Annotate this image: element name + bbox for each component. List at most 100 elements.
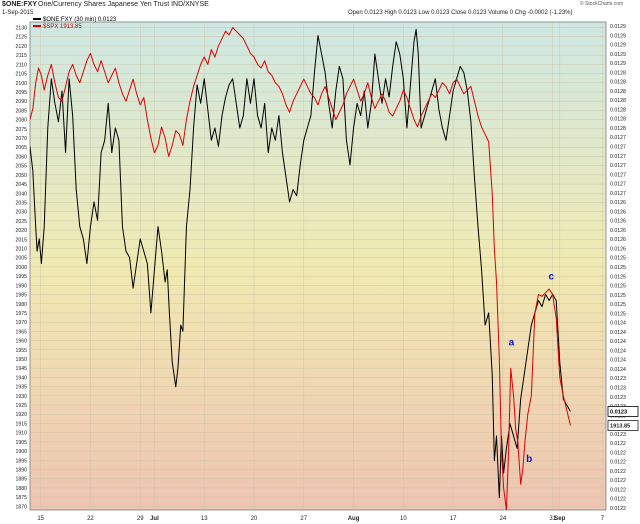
- right-axis-ticks: 0.0122 0.0122 0.0122 0.0122 0.0122 0.0122 0.01…: [610, 24, 626, 512]
- left-tick-label: 2040: [15, 191, 27, 197]
- wave-label-a: a: [509, 337, 515, 348]
- x-tick-label: 27: [300, 516, 307, 522]
- x-tick-label: 7: [601, 516, 605, 522]
- left-tick-label: 1915: [15, 421, 27, 427]
- left-tick-label: 1935: [15, 385, 27, 391]
- x-tick-label: 29: [137, 516, 144, 522]
- left-tick-label: 2120: [15, 44, 27, 50]
- series-layer: [30, 27, 571, 510]
- right-tick-label: 0.0129: [610, 43, 626, 49]
- left-axis-ticks: 1870 1875 1880 1885 1890 1895 1900 1905 1910 1915…: [15, 26, 27, 511]
- left-tick-label: 2070: [15, 136, 27, 142]
- last-value-spx-box: [607, 420, 639, 431]
- right-tick-label: 0.0126: [610, 200, 626, 206]
- x-tick-label: 22: [87, 516, 94, 522]
- right-tick-label: 0.0128: [610, 70, 626, 76]
- last-value-spx: 1913.85: [610, 424, 630, 430]
- left-tick-label: 1950: [15, 357, 27, 363]
- x-tick-label: Sep: [554, 516, 565, 522]
- right-tick-label: 0.0126: [610, 246, 626, 252]
- left-tick-label: 1980: [15, 302, 27, 308]
- right-tick-label: 0.0122: [610, 441, 626, 447]
- right-tick-label: 0.0126: [610, 209, 626, 215]
- right-tick-label: 0.0126: [610, 219, 626, 225]
- right-tick-label: 0.0122: [610, 469, 626, 475]
- left-tick-label: 2075: [15, 127, 27, 133]
- left-tick-label: 2095: [15, 90, 27, 96]
- right-tick-label: 0.0124: [610, 367, 626, 373]
- last-value-fxy-box: [607, 406, 639, 417]
- left-tick-label: 1970: [15, 320, 27, 326]
- series-line-spx: [30, 27, 571, 510]
- left-tick-label: 1955: [15, 348, 27, 354]
- legend-primary: $ONE:FXY (30 min) 0.0123: [33, 17, 116, 23]
- left-tick-label: 1930: [15, 394, 27, 400]
- right-tick-label: 0.0123: [610, 432, 626, 438]
- right-tick-label: 0.0122: [610, 487, 626, 493]
- right-tick-label: 0.0128: [610, 89, 626, 95]
- right-tick-label: 0.0128: [610, 107, 626, 113]
- right-tick-label: 0.0128: [610, 117, 626, 123]
- x-tick-label: 24: [500, 516, 507, 522]
- right-tick-label: 0.0124: [610, 339, 626, 345]
- left-tick-label: 1920: [15, 412, 27, 418]
- x-tick-label: 31: [549, 516, 556, 522]
- right-tick-label: 0.0123: [610, 386, 626, 392]
- left-tick-label: 1890: [15, 467, 27, 473]
- right-tick-label: 0.0128: [610, 126, 626, 132]
- left-tick-label: 1895: [15, 458, 27, 464]
- right-tick-label: 0.0125: [610, 256, 626, 262]
- legend-primary-swatch: [33, 18, 41, 21]
- annotation-layer: a b c: [509, 272, 555, 465]
- left-tick-label: 2045: [15, 182, 27, 188]
- left-tick-label: 1995: [15, 274, 27, 280]
- wave-label-b: b: [526, 454, 532, 465]
- legend-secondary-label: $SPX 1913.85: [43, 24, 82, 30]
- left-tick-label: 2060: [15, 154, 27, 160]
- right-tick-label: 0.0125: [610, 302, 626, 308]
- right-tick-label: 0.0123: [610, 376, 626, 382]
- right-tick-label: 0.0124: [610, 358, 626, 364]
- chart-description: One/Currency Shares Japanese Yen Trust I…: [38, 1, 209, 8]
- right-tick-label: 0.0122: [610, 506, 626, 512]
- left-tick-label: 1940: [15, 375, 27, 381]
- left-tick-label: 2115: [16, 53, 27, 59]
- right-tick-label: 0.0124: [610, 348, 626, 354]
- left-tick-label: 2015: [15, 237, 27, 243]
- right-tick-label: 0.0127: [610, 154, 626, 160]
- right-tick-label: 0.0124: [610, 330, 626, 336]
- right-tick-label: 0.0129: [610, 33, 626, 39]
- left-tick-label: 2105: [15, 72, 27, 78]
- left-tick-label: 2130: [15, 26, 27, 32]
- x-tick-label: 15: [37, 516, 44, 522]
- right-tick-label: 0.0122: [610, 450, 626, 456]
- left-tick-label: 1910: [15, 431, 27, 437]
- x-tick-label: Jul: [150, 516, 159, 522]
- right-tick-label: 0.0123: [610, 395, 626, 401]
- x-tick-label: Aug: [348, 516, 360, 522]
- left-tick-label: 1870: [15, 504, 27, 510]
- left-tick-label: 1975: [15, 311, 27, 317]
- right-tick-label: 0.0129: [610, 52, 626, 58]
- right-tick-label: 0.0126: [610, 228, 626, 234]
- right-tick-label: 0.0125: [610, 311, 626, 317]
- right-tick-label: 0.0125: [610, 265, 626, 271]
- left-tick-label: 2065: [15, 145, 27, 151]
- left-tick-label: 2100: [15, 81, 27, 87]
- left-tick-label: 1880: [15, 486, 27, 492]
- right-tick-label: 0.0128: [610, 80, 626, 86]
- last-value-labels: 0.0123 1913.85: [607, 406, 639, 431]
- chart-symbol: $ONE:FXY: [2, 1, 38, 8]
- right-tick-label: 0.0124: [610, 321, 626, 327]
- right-tick-label: 0.0128: [610, 98, 626, 104]
- last-value-fxy: 0.0123: [610, 409, 627, 415]
- series-line-fxy: [30, 28, 571, 499]
- chart-watermark: © StockCharts.com: [580, 1, 624, 7]
- left-tick-label: 1945: [15, 366, 27, 372]
- left-tick-label: 1965: [15, 329, 27, 335]
- x-tick-label: 13: [201, 516, 208, 522]
- right-tick-label: 0.0129: [610, 24, 626, 30]
- chart-ohlc: Open 0.0123 High 0.0123 Low 0.0123 Close…: [348, 10, 573, 16]
- left-tick-label: 1990: [15, 283, 27, 289]
